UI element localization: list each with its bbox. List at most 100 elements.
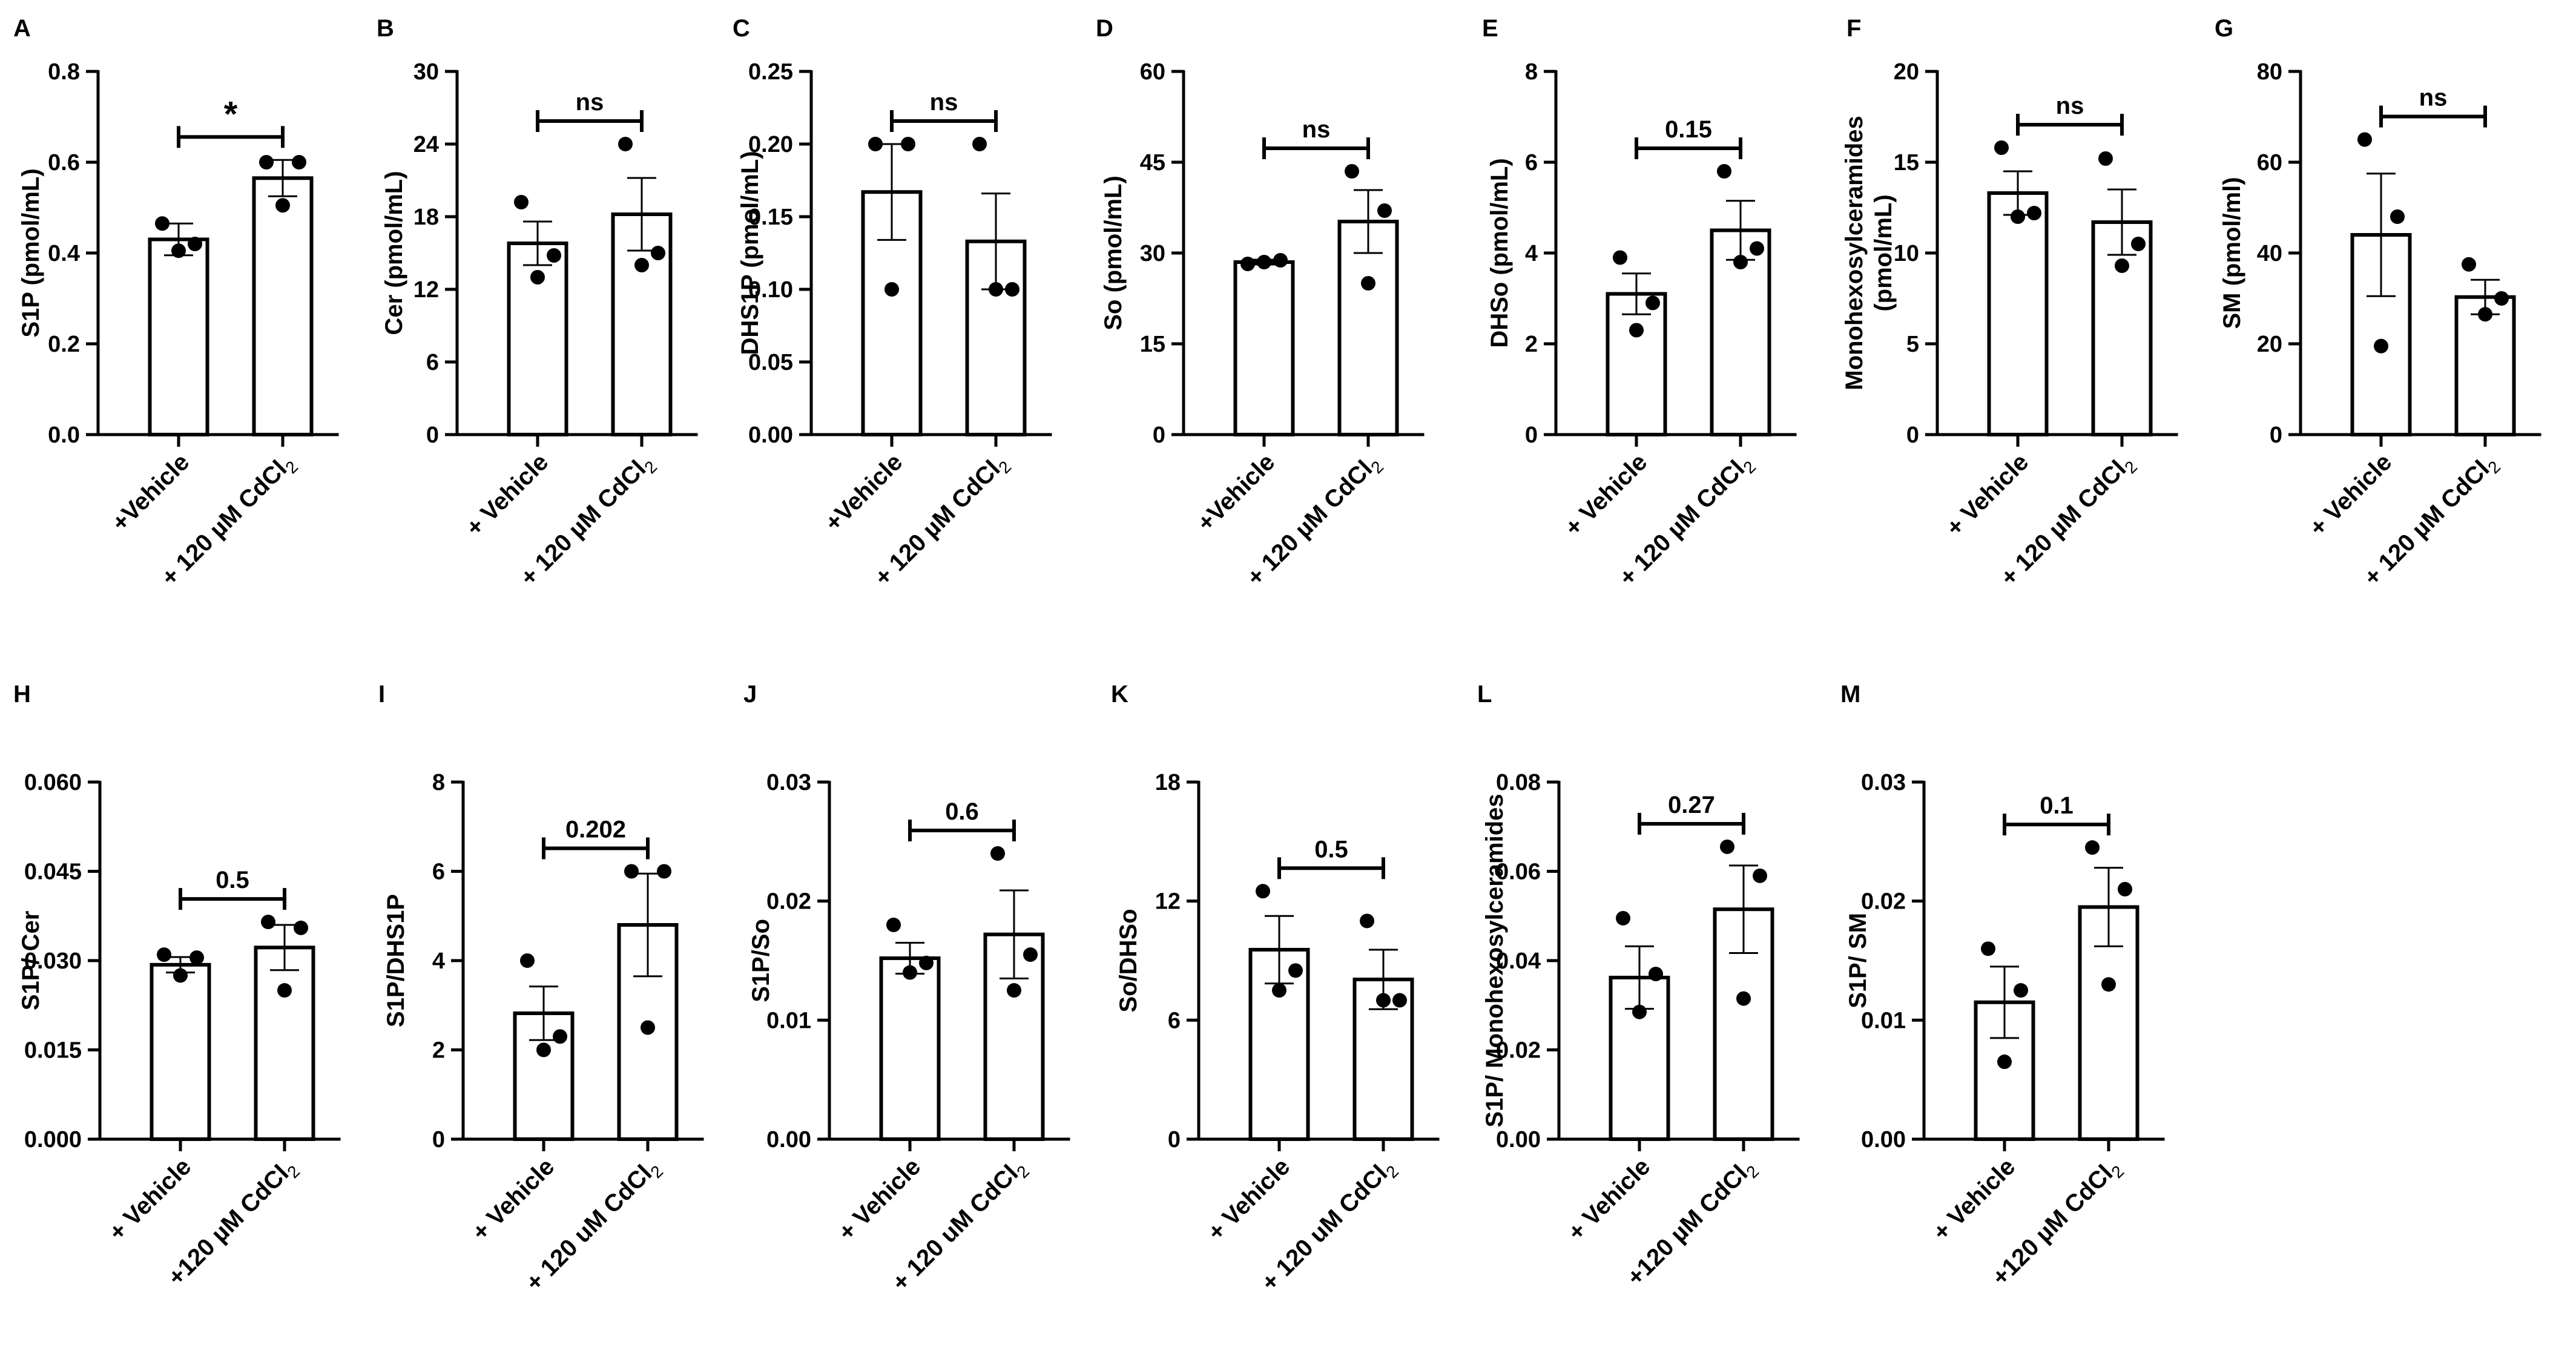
sig-label: 0.15	[1665, 116, 1712, 143]
y-tick-label: 2	[1525, 332, 1538, 357]
y-tick-label: 18	[413, 205, 439, 230]
data-point	[275, 198, 290, 213]
y-tick-label: 0.030	[24, 949, 82, 974]
bar	[252, 176, 314, 436]
data-point	[1649, 967, 1663, 982]
y-tick-label: 0.00	[766, 1127, 811, 1152]
y-tick-label: 0.25	[748, 59, 793, 85]
x-tick-label: + Vehicle	[2304, 449, 2397, 541]
y-tick-label: 0.045	[24, 860, 82, 885]
bar	[2091, 220, 2153, 436]
y-tick-label: 24	[413, 132, 439, 157]
bar	[150, 962, 211, 1141]
data-point	[261, 915, 275, 930]
panel-letter: L	[1477, 681, 1492, 708]
y-tick-label: 0.04	[1496, 949, 1541, 974]
data-point	[884, 282, 899, 297]
data-point	[2014, 983, 2028, 998]
data-point	[2478, 307, 2492, 322]
data-point	[1632, 1004, 1647, 1019]
data-point	[1272, 983, 1286, 998]
y-tick-label: 0.06	[1496, 860, 1541, 885]
y-tick-label: 0.2	[48, 332, 80, 357]
y-tick-label: 12	[413, 277, 439, 303]
data-point	[1733, 255, 1748, 269]
x-tick-label: +Vehicle	[820, 449, 908, 536]
data-point	[2011, 209, 2025, 224]
sig-label: ns	[2056, 93, 2084, 119]
data-point	[1750, 241, 1764, 256]
data-point	[1345, 164, 1359, 179]
panel-letter: J	[743, 681, 757, 708]
y-tick-label: 0.02	[1861, 889, 1906, 915]
y-tick-label: 15	[1894, 150, 1919, 176]
data-point	[2118, 882, 2132, 896]
data-point	[1616, 910, 1630, 926]
y-tick-label: 0.8	[48, 59, 80, 85]
y-tick-label: 0.00	[748, 422, 793, 448]
data-point	[189, 950, 204, 965]
x-tick-label: +Vehicle	[1192, 449, 1280, 536]
y-tick-label: 0.00	[1496, 1127, 1541, 1152]
data-point	[2374, 338, 2388, 353]
data-point	[514, 195, 529, 209]
data-point	[1256, 884, 1270, 899]
data-point	[294, 920, 308, 935]
y-tick-label: 45	[1140, 150, 1165, 176]
data-point	[188, 237, 202, 251]
x-tick-label: + Vehicle	[467, 1153, 559, 1246]
sig-label: *	[224, 94, 238, 134]
data-point	[1005, 282, 1020, 297]
data-point	[2098, 151, 2113, 166]
x-tick-label: + Vehicle	[1560, 449, 1652, 541]
y-tick-label: 30	[1140, 241, 1165, 266]
y-axis-label: S1P/DHS1P	[383, 894, 409, 1027]
data-point	[530, 270, 545, 284]
sig-label: 0.5	[1314, 836, 1348, 863]
y-tick-label: 0	[432, 1127, 445, 1152]
sig-label: ns	[930, 89, 958, 116]
data-point	[657, 864, 671, 879]
data-point	[1994, 140, 2009, 155]
y-tick-label: 4	[1525, 241, 1538, 266]
y-tick-label: 0.01	[766, 1008, 811, 1033]
y-axis-label: DHSo (pmol/mL)	[1486, 158, 1513, 347]
y-tick-label: 0	[2270, 422, 2282, 448]
data-point	[292, 155, 306, 169]
data-point	[919, 955, 934, 970]
data-point	[1257, 255, 1271, 269]
y-tick-label: 0.08	[1496, 770, 1541, 795]
panel-letter: M	[1840, 681, 1860, 708]
data-point	[1288, 963, 1303, 978]
y-tick-label: 0.05	[748, 350, 793, 375]
data-point	[886, 918, 901, 932]
data-point	[173, 968, 188, 983]
y-tick-label: 60	[2257, 150, 2282, 176]
y-tick-label: 6	[1168, 1008, 1181, 1033]
data-point	[901, 137, 915, 151]
panel-H: H 0.000 0.015 0.030 0.045 0.060 S1P/ Cer + Vehi…	[13, 681, 341, 1291]
y-tick-label: 0	[1525, 422, 1538, 448]
y-axis-label: So/DHSo	[1115, 909, 1142, 1012]
y-tick-label: 0.015	[24, 1038, 82, 1064]
data-point	[536, 1042, 551, 1057]
data-point	[2101, 977, 2116, 992]
data-point	[171, 243, 186, 258]
data-point	[1753, 868, 1767, 883]
data-point	[2494, 291, 2509, 306]
y-tick-label: 20	[2257, 332, 2282, 357]
data-point	[651, 246, 665, 260]
x-tick-label: + Vehicle	[461, 449, 553, 541]
data-point	[1981, 941, 1995, 956]
y-axis-label: S1P/So	[748, 919, 774, 1002]
y-tick-label: 5	[1906, 332, 1919, 357]
data-point	[1736, 991, 1751, 1006]
